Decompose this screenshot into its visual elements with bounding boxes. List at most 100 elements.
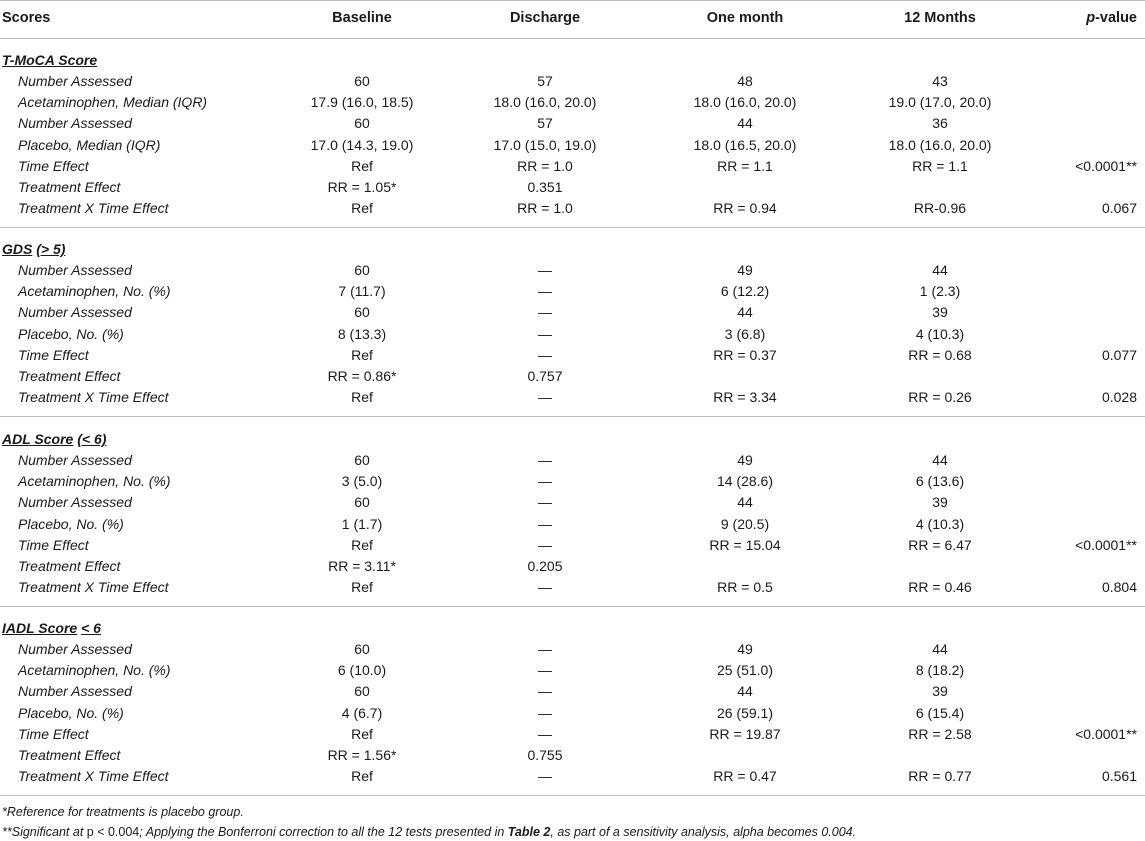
cell-12-months: 44 xyxy=(932,262,948,278)
cell-12-months: 36 xyxy=(932,115,948,132)
cell-one-month: RR = 15.04 xyxy=(709,536,781,553)
table-row: Acetaminophen, No. (%) 6 (10.0) — 25 (51.0)… xyxy=(0,660,1145,681)
cell-discharge: — xyxy=(538,579,552,596)
table-row: Placebo, Median (IQR) 17.0 (14.3, 19.0) 17… xyxy=(0,135,1145,156)
cell-discharge: — xyxy=(538,346,552,363)
table-row: Time Effect Ref RR = 1.0 RR = 1.1 RR = 1.1 <0… xyxy=(0,156,1145,177)
cell-12-months: RR = 6.47 xyxy=(908,536,972,553)
header-p-value: p-value xyxy=(1086,10,1137,26)
section-title: IADL Score < 6 xyxy=(2,617,101,639)
cell-baseline: Ref xyxy=(351,725,373,742)
section-rule xyxy=(0,416,1145,418)
cell-12-months: 8 (18.2) xyxy=(915,662,965,679)
cell-p-value: <0.0001** xyxy=(1075,725,1137,742)
cell-discharge: — xyxy=(538,768,552,785)
cell-p-value: <0.0001** xyxy=(1075,536,1137,553)
cell-baseline: 60 xyxy=(354,452,370,468)
cell-discharge: RR = 1.0 xyxy=(517,200,573,217)
table-row: Placebo, No. (%) 8 (13.3) — 3 (6.8) 4 (10.3) xyxy=(0,324,1145,345)
cell-baseline: Ref xyxy=(351,389,373,406)
table-row: Number Assessed 60 — 49 44 xyxy=(0,260,1145,281)
cell-one-month: 44 xyxy=(737,494,753,511)
cell-discharge: — xyxy=(538,325,552,342)
section-title: T-MoCA Score xyxy=(2,49,97,71)
table-row: Acetaminophen, Median (IQR) 17.9 (16.0, 1… xyxy=(0,92,1145,113)
header-scores: Scores xyxy=(2,10,51,26)
cell-12-months: 39 xyxy=(932,494,948,511)
cell-discharge: — xyxy=(538,262,552,278)
cell-12-months: RR = 2.58 xyxy=(908,725,972,742)
cell-12-months: RR = 0.26 xyxy=(908,389,972,406)
cell-discharge: RR = 1.0 xyxy=(517,157,573,174)
cell-discharge: — xyxy=(538,641,552,657)
cell-baseline: 60 xyxy=(354,683,370,700)
cell-discharge: — xyxy=(538,725,552,742)
table-row: Number Assessed 60 — 44 39 xyxy=(0,681,1145,702)
cell-baseline: 60 xyxy=(354,73,370,89)
cell-one-month: RR = 1.1 xyxy=(717,157,773,174)
row-label: Placebo, No. (%) xyxy=(18,325,124,342)
cell-baseline: 3 (5.0) xyxy=(341,473,383,490)
row-label: Number Assessed xyxy=(18,115,132,132)
row-label: Time Effect xyxy=(18,536,89,553)
cell-12-months: 6 (15.4) xyxy=(915,704,965,721)
cell-baseline: 60 xyxy=(354,641,370,657)
section-title-criterion: < 6 xyxy=(81,620,101,636)
cell-12-months: 18.0 (16.0, 20.0) xyxy=(888,136,992,153)
cell-baseline: 7 (11.7) xyxy=(338,283,386,300)
section-title-main: GDS xyxy=(2,241,33,257)
section-rule xyxy=(0,227,1145,229)
cell-12-months: 39 xyxy=(932,683,948,700)
row-label: Acetaminophen, Median (IQR) xyxy=(18,94,208,111)
cell-discharge: 57 xyxy=(537,115,553,132)
footnote-sig-c: ; Applying the Bonferroni correction to … xyxy=(139,825,508,839)
cell-discharge: — xyxy=(538,473,552,490)
cell-discharge: 0.351 xyxy=(527,179,563,195)
row-label: Placebo, Median (IQR) xyxy=(18,136,161,153)
row-label: Treatment Effect xyxy=(18,368,121,384)
row-label: Number Assessed xyxy=(18,73,132,89)
table-row: Placebo, No. (%) 4 (6.7) — 26 (59.1) 6 (15.4… xyxy=(0,703,1145,724)
table-row: Treatment Effect RR = 0.86* 0.757 xyxy=(0,366,1145,387)
footnote-sig-b: p < 0.004 xyxy=(86,825,140,839)
cell-discharge: — xyxy=(538,536,552,553)
header-baseline: Baseline xyxy=(332,10,392,26)
footnote-sig-e: , as part of a sensitivity analysis, alp… xyxy=(550,825,857,839)
row-label: Number Assessed xyxy=(18,452,132,468)
row-label: Treatment Effect xyxy=(18,179,121,195)
cell-12-months: 4 (10.3) xyxy=(915,515,965,532)
table-row: Acetaminophen, No. (%) 3 (5.0) — 14 (28.6) 6… xyxy=(0,471,1145,492)
row-label: Placebo, No. (%) xyxy=(18,515,124,532)
table-row: Placebo, No. (%) 1 (1.7) — 9 (20.5) 4 (10.3) xyxy=(0,514,1145,535)
footnote-sig-a: **Significant at xyxy=(2,825,87,839)
cell-12-months: RR = 1.1 xyxy=(912,157,968,174)
cell-baseline: Ref xyxy=(351,200,373,217)
cell-one-month: 6 (12.2) xyxy=(720,283,770,300)
cell-p-value: <0.0001** xyxy=(1075,157,1137,174)
table-row: Treatment Effect RR = 1.05* 0.351 xyxy=(0,177,1145,198)
header-12-months: 12 Months xyxy=(904,10,976,26)
cell-12-months: RR = 0.77 xyxy=(908,768,972,785)
cell-baseline: 8 (13.3) xyxy=(337,325,387,342)
cell-discharge: — xyxy=(538,283,552,300)
cell-discharge: — xyxy=(538,304,552,321)
cell-baseline: RR = 0.86* xyxy=(327,368,397,384)
cell-12-months: 4 (10.3) xyxy=(915,325,965,342)
header-discharge: Discharge xyxy=(509,10,581,26)
cell-baseline: 4 (6.7) xyxy=(341,704,383,721)
cell-baseline: RR = 1.56* xyxy=(327,747,397,763)
cell-p-value: 0.028 xyxy=(1101,389,1137,406)
cell-discharge: 0.205 xyxy=(527,558,563,574)
row-label: Acetaminophen, No. (%) xyxy=(18,662,171,679)
row-label: Time Effect xyxy=(18,157,89,174)
table-row: Treatment Effect RR = 3.11* 0.205 xyxy=(0,556,1145,577)
cell-12-months: 39 xyxy=(932,304,948,321)
table-row: Number Assessed 60 — 49 44 xyxy=(0,450,1145,471)
table-row: Treatment X Time Effect Ref — RR = 0.47 RR =… xyxy=(0,766,1145,787)
cell-one-month: 44 xyxy=(737,304,753,321)
row-label: Placebo, No. (%) xyxy=(18,704,124,721)
cell-baseline: RR = 1.05* xyxy=(327,179,397,195)
cell-discharge: — xyxy=(538,389,552,406)
cell-discharge: 0.755 xyxy=(527,747,563,763)
